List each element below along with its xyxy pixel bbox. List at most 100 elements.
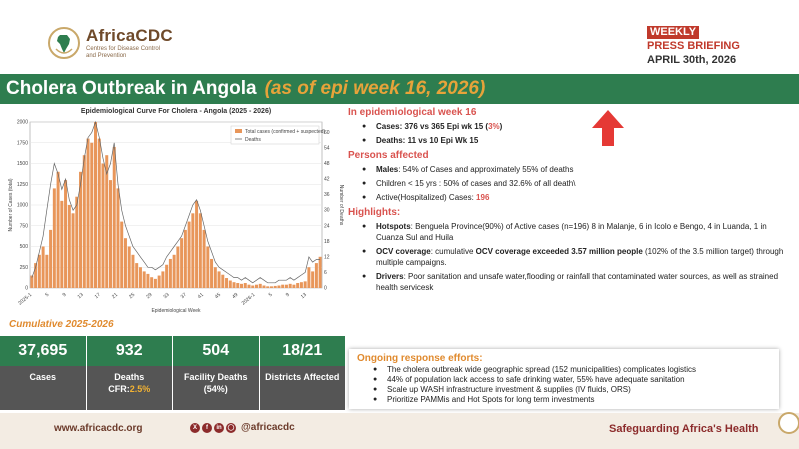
case-bar: [225, 278, 229, 288]
stat-districts: 18/21 Districts Affected: [259, 336, 345, 410]
x-tick-label: 9: [285, 292, 291, 299]
case-bar: [258, 283, 262, 288]
case-bar: [150, 277, 154, 288]
case-bar: [318, 256, 322, 288]
case-bar: [277, 285, 281, 288]
case-bar: [30, 275, 34, 288]
case-bar: [172, 254, 176, 288]
case-bar: [228, 280, 232, 288]
y-left-tick-label: 750: [20, 223, 29, 229]
case-bar: [123, 238, 127, 288]
x-tick-label: 9: [62, 292, 68, 299]
case-bar: [210, 258, 214, 288]
legend-swatch-cases: [235, 129, 242, 133]
case-bar: [142, 271, 146, 288]
y-left-axis-label: Number of Cases (total): [8, 178, 14, 231]
case-bar: [288, 283, 292, 288]
y-right-tick-label: 12: [324, 254, 330, 260]
epi-curve-svg: 0 250 500 750 1000 1250 1500 1750 2000 0 6 12 18 24 30…: [8, 120, 344, 315]
stat-value: 18/21: [259, 336, 345, 366]
x-tick-label: 21: [111, 292, 119, 300]
case-bar: [266, 286, 270, 288]
ongoing-item: Prioritize PAMMis and Hot Spots for long…: [373, 395, 771, 405]
case-bar: [168, 258, 172, 288]
stat-sub: (54%): [203, 384, 228, 394]
persons-heading: Persons affected: [348, 150, 429, 161]
case-bar: [161, 271, 165, 288]
stat-label: Deaths: [114, 372, 145, 382]
africacdc-logo: AfricaCDC Centres for Disease Control an…: [48, 22, 188, 64]
website-link[interactable]: www.africacdc.org: [54, 423, 143, 434]
y-right-tick-label: 42: [324, 177, 330, 183]
case-bar: [240, 283, 244, 288]
case-bar: [108, 180, 112, 288]
y-left-tick-label: 1750: [17, 140, 28, 146]
case-bar: [52, 188, 56, 288]
persons-children: Children < 15 yrs : 50% of cases and 32.…: [362, 178, 794, 189]
week16-heading: In epidemiological week 16: [348, 107, 477, 118]
y-right-tick-label: 48: [324, 161, 330, 167]
footer: www.africacdc.org X f in ◯ @africacdc Sa…: [0, 413, 799, 449]
persons-males: Males: 54% of Cases and approximately 55…: [362, 164, 794, 175]
case-bar: [243, 283, 247, 288]
case-bar: [79, 171, 83, 288]
case-bar: [82, 155, 86, 288]
x-tick-label: 5: [268, 292, 274, 299]
stat-label: Cases: [29, 372, 57, 382]
title-epi-week: (as of epi week 16, 2026): [264, 78, 486, 99]
x-tick-label: 45: [214, 292, 222, 300]
case-bar: [86, 138, 90, 288]
case-bar: [299, 282, 303, 288]
case-bar: [97, 138, 101, 288]
deaths-line: [31, 120, 321, 284]
case-bar: [101, 163, 105, 288]
case-bar: [135, 263, 139, 288]
case-bar: [45, 254, 49, 288]
case-bar: [307, 267, 311, 288]
y-right-tick-label: 36: [324, 192, 330, 198]
epi-curve-chart: Epidemiological Curve For Cholera - Ango…: [6, 108, 346, 318]
case-bar: [41, 246, 45, 288]
ongoing-heading: Ongoing response efforts:: [357, 353, 483, 364]
case-bar: [251, 285, 255, 288]
stat-cases: 37,695 Cases: [0, 336, 87, 410]
legend-label-cases: Total cases (confirmed + suspected): [245, 129, 326, 135]
case-bar: [153, 278, 157, 288]
case-bar: [206, 246, 210, 288]
case-bar: [273, 285, 277, 288]
org-subtitle-line2: and Prevention: [86, 53, 127, 59]
case-bar: [75, 196, 79, 288]
y-left-tick-label: 250: [20, 265, 29, 271]
case-bar: [37, 254, 41, 288]
case-bar: [165, 264, 169, 288]
x-axis-label: Epidemiological Week: [151, 308, 201, 314]
case-bar: [127, 246, 131, 288]
legend-label-deaths: Deaths: [245, 137, 261, 143]
y-left-tick-label: 1000: [17, 203, 28, 209]
chart-title: Epidemiological Curve For Cholera - Ango…: [80, 108, 272, 115]
linkedin-icon[interactable]: in: [214, 422, 224, 433]
y-right-tick-label: 0: [324, 286, 327, 292]
case-bar: [56, 171, 60, 288]
case-bar: [292, 284, 296, 288]
instagram-icon[interactable]: ◯: [226, 422, 236, 433]
social-handle[interactable]: @africacdc: [241, 422, 295, 433]
stat-cfr: CFR:2.5%: [108, 384, 151, 394]
facebook-icon[interactable]: f: [202, 422, 212, 433]
case-bar: [112, 146, 116, 288]
y-right-tick-label: 60: [324, 130, 330, 136]
x-tick-label: 5: [44, 292, 50, 299]
case-bar: [195, 200, 199, 288]
stat-value: 932: [86, 336, 172, 366]
tagline: Safeguarding Africa's Health: [609, 423, 759, 435]
x-icon[interactable]: X: [190, 422, 200, 433]
case-bar: [64, 180, 68, 288]
briefing-date: APRIL 30th, 2026: [647, 54, 737, 66]
case-bar: [236, 283, 240, 288]
y-left-tick-label: 1250: [17, 182, 28, 188]
cumulative-label: Cumulative 2025-2026: [9, 319, 114, 330]
case-bar: [90, 142, 94, 288]
highlights-heading: Highlights:: [348, 207, 401, 218]
y-left-tick-label: 2000: [17, 120, 28, 126]
social-links: X f in ◯ @africacdc: [190, 422, 295, 433]
